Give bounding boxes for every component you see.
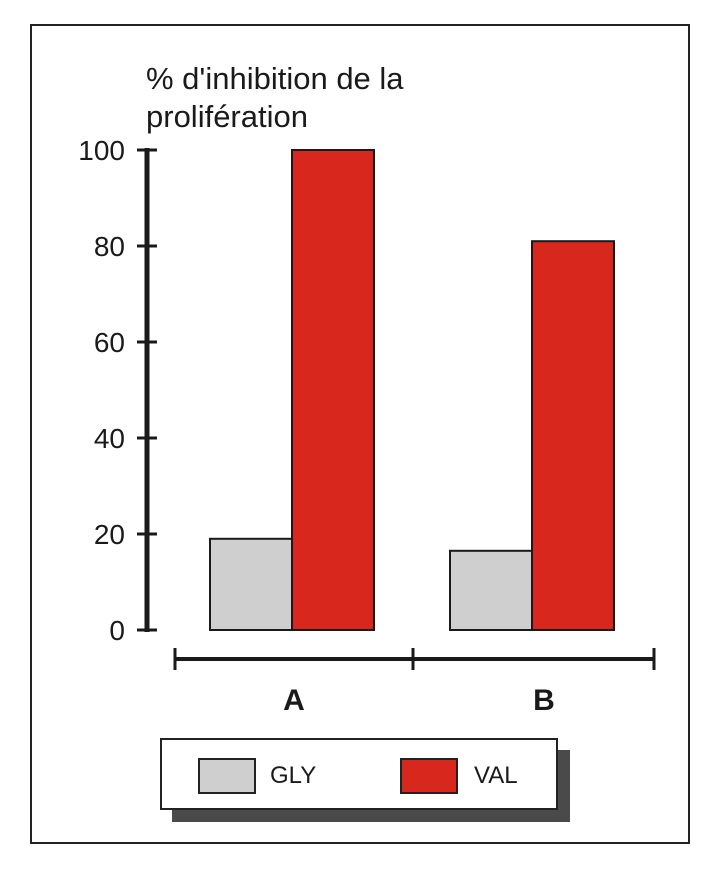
y-tick-label-40: 40 <box>94 423 125 454</box>
bar-val-b <box>531 240 615 631</box>
y-tick-label-60: 60 <box>94 327 125 358</box>
bar-gly-b <box>449 549 533 631</box>
legend-swatch-val <box>400 758 458 794</box>
x-category-label-b: B <box>533 684 555 717</box>
legend-label-val: VAL <box>474 762 518 789</box>
legend: GLY VAL <box>160 738 558 810</box>
y-tick-label-100: 100 <box>78 135 125 166</box>
x-category-label-a: A <box>283 684 305 717</box>
y-axis-title: % d'inhibition de la prolifération <box>146 61 404 134</box>
legend-swatch-gly <box>198 758 256 794</box>
bar-gly-a <box>209 537 293 631</box>
y-tick-label-80: 80 <box>94 231 125 262</box>
y-tick-label-0: 0 <box>109 615 125 646</box>
bar-val-a <box>291 149 375 631</box>
legend-label-gly: GLY <box>270 762 317 789</box>
y-tick-label-20: 20 <box>94 519 125 550</box>
